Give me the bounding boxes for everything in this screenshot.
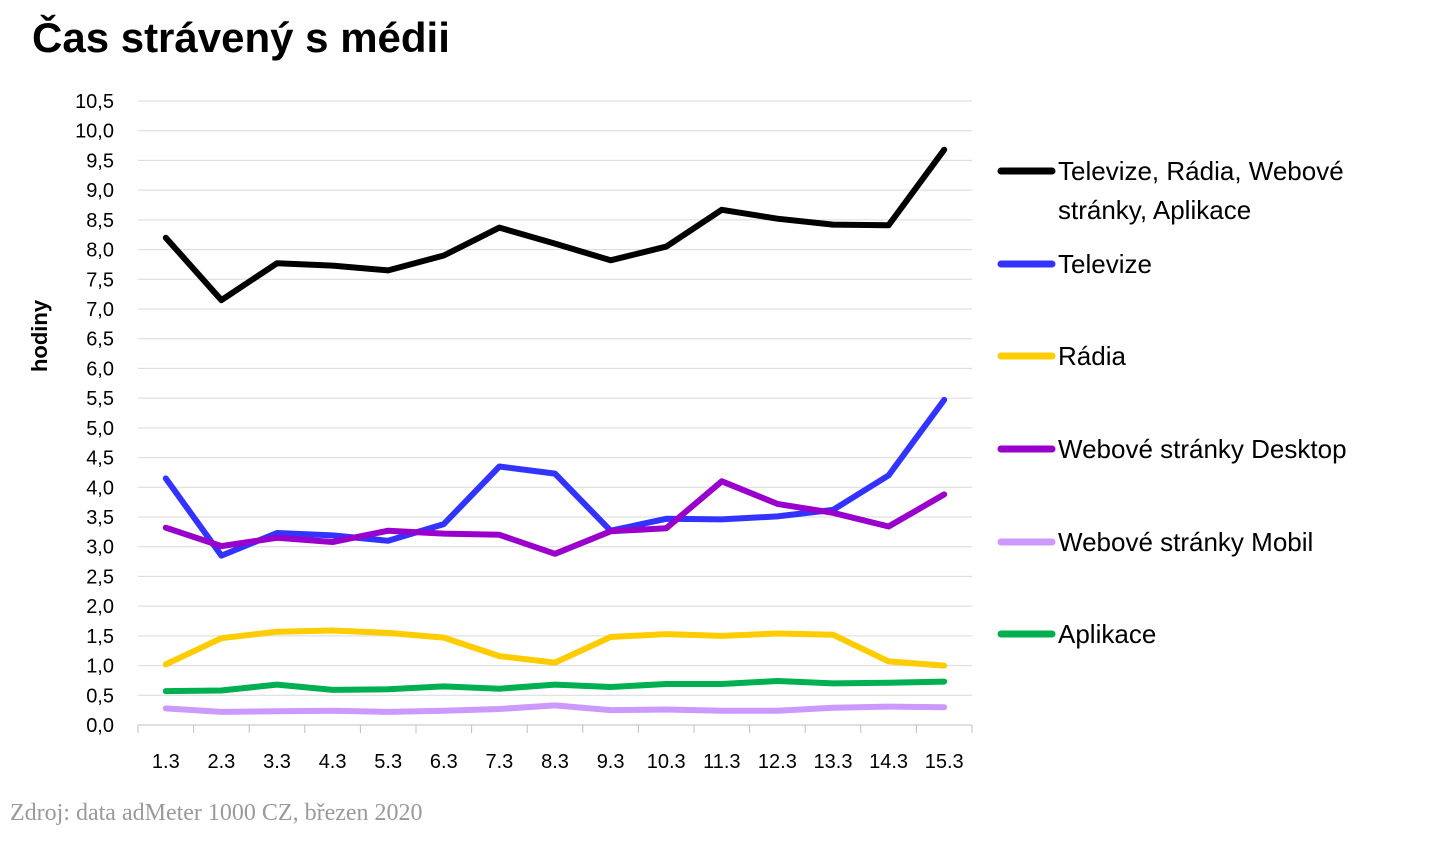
y-tick-label: 1,0: [86, 656, 114, 678]
axes: [137, 724, 973, 733]
y-tick-label: 7,5: [86, 269, 114, 291]
y-tick-label: 9,0: [86, 180, 114, 202]
y-tick-label: 4,5: [86, 448, 114, 470]
y-axis-label: hodiny: [27, 299, 52, 372]
x-tick-label: 1.3: [152, 751, 180, 773]
x-tick-label: 2.3: [207, 751, 235, 773]
y-tick-label: 5,0: [86, 418, 114, 440]
y-tick-label: 3,5: [86, 507, 114, 529]
x-tick-label: 14.3: [869, 751, 908, 773]
y-tick-label: 9,5: [86, 150, 114, 172]
y-tick-label: 0,5: [86, 685, 114, 707]
y-tick-label: 1,5: [86, 626, 114, 648]
legend-label-1: Televize, Rádia, Webové: [1058, 156, 1344, 186]
series-lines: [162, 146, 948, 715]
legend-label-1: stránky, Aplikace: [1058, 195, 1251, 225]
y-tick-label: 8,5: [86, 210, 114, 232]
x-tick-label: 5.3: [374, 751, 402, 773]
series-line-1: [162, 146, 948, 304]
chart-title: Čas strávený s médii: [32, 13, 450, 61]
x-tick-labels: 1.3 2.3 3.3 4.3 5.3 6.3 7.3 8.3 9.3 10.3 11.3 12.3 1…: [152, 751, 964, 773]
x-tick-label: 12.3: [758, 751, 797, 773]
y-tick-label: 4,0: [86, 477, 114, 499]
gridlines: [138, 100, 972, 696]
x-tick-label: 15.3: [925, 751, 964, 773]
x-tick-label: 9.3: [597, 751, 625, 773]
legend-label-6: Aplikace: [1058, 619, 1156, 649]
series-line-6: [162, 678, 948, 695]
x-tick-label: 8.3: [541, 751, 569, 773]
y-tick-label: 10,0: [75, 121, 114, 143]
y-tick-label: 10,5: [75, 91, 114, 113]
x-tick-label: 13.3: [814, 751, 853, 773]
legend-label-5: Webové stránky Mobil: [1058, 527, 1313, 557]
y-tick-label: 8,0: [86, 240, 114, 262]
series-line-2: [162, 396, 948, 559]
y-tick-label: 7,0: [86, 299, 114, 321]
x-tick-label: 10.3: [647, 751, 686, 773]
x-tick-label: 11.3: [703, 751, 740, 773]
y-tick-label: 6,5: [86, 329, 114, 351]
x-tick-label: 4.3: [319, 751, 347, 773]
legend: Televize, Rádia, Webové stránky, Aplikace…: [997, 156, 1347, 649]
legend-label-2: Televize: [1058, 249, 1152, 279]
x-tick-label: 6.3: [430, 751, 458, 773]
y-tick-label: 2,5: [86, 566, 114, 588]
series-line-3: [162, 627, 948, 669]
source-note: Zdroj: data adMeter 1000 CZ, březen 2020: [10, 800, 423, 826]
series-line-4: [162, 478, 948, 557]
y-tick-label: 0,0: [86, 715, 114, 737]
series-line-5: [162, 702, 948, 715]
y-tick-label: 6,0: [86, 358, 114, 380]
y-tick-label: 5,5: [86, 388, 114, 410]
y-tick-label: 3,0: [86, 537, 114, 559]
y-tick-label: 2,0: [86, 596, 114, 618]
legend-label-3: Rádia: [1058, 341, 1126, 371]
x-tick-label: 3.3: [263, 751, 291, 773]
x-tick-label: 7.3: [485, 751, 513, 773]
legend-label-4: Webové stránky Desktop: [1058, 434, 1347, 464]
y-tick-labels: 0,0 0,5 1,0 1,5 2,0 2,5 3,0 3,5 4,0 4,5 5,0 5,5 6,0 6…: [75, 91, 114, 737]
